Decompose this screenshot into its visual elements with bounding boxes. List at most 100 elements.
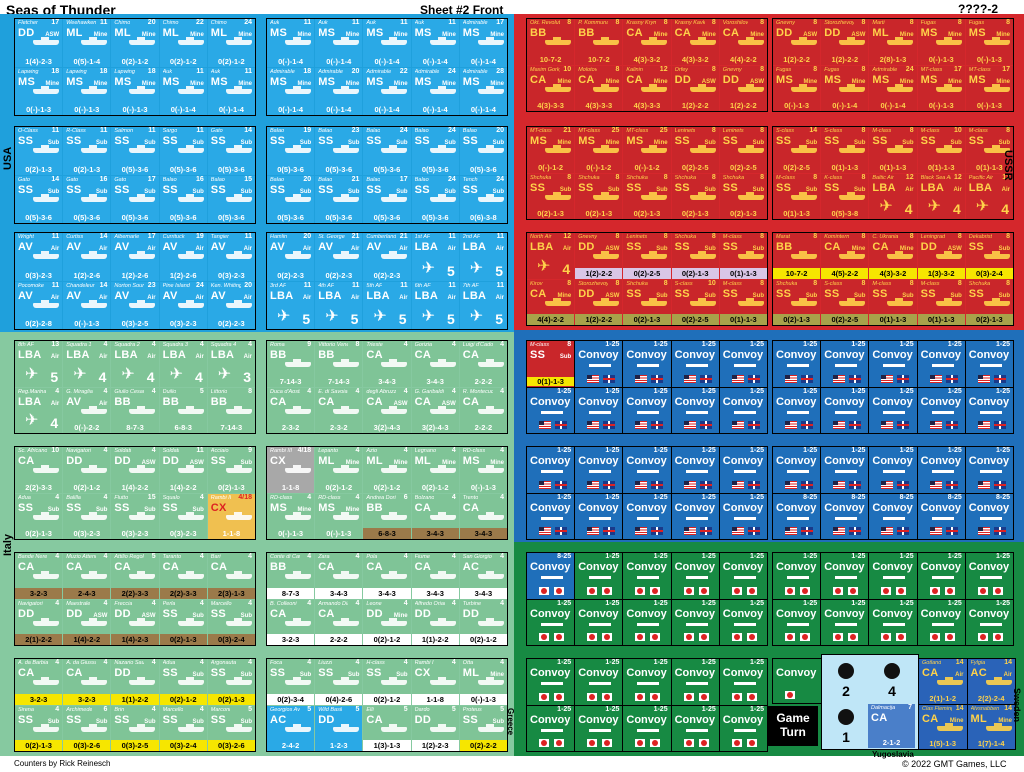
ship-counter[interactable]: H-class 4 SS Sub 0(2)-1-2: [363, 659, 411, 705]
convoy-counter[interactable]: Convoy: [773, 659, 821, 703]
convoy-counter[interactable]: 1-25 Convoy: [671, 659, 719, 705]
ship-counter[interactable]: G. Garibaldi 4 CA ASW 3(2)-4-3: [411, 387, 459, 433]
ship-counter[interactable]: Admirable 28 MS Mine 0(-)-1-4: [459, 67, 507, 115]
ship-counter[interactable]: MT-class 17 MS Mine 0(-)-1-3: [917, 65, 965, 111]
ship-counter[interactable]: S-class 8 SS Sub 0(2)-2-5: [821, 279, 869, 325]
convoy-counter[interactable]: 1-25 Convoy: [719, 387, 767, 433]
ship-counter[interactable]: Balao 23 SS Sub 0(5)-3-6: [315, 127, 363, 175]
convoy-counter[interactable]: 1-25 Convoy: [575, 553, 623, 599]
ship-counter[interactable]: Auk 11 MS Mine 0(-)-1-4: [159, 67, 207, 115]
ship-counter[interactable]: Tangier 11 AV Air 0(3)-2-3: [207, 233, 255, 281]
convoy-counter[interactable]: 1-25 Convoy: [719, 447, 767, 493]
convoy-counter[interactable]: 1-25 Convoy: [965, 447, 1013, 493]
ship-counter[interactable]: Duilio 5 BB 6-8-3: [159, 387, 207, 433]
convoy-counter[interactable]: 1-25 Convoy: [773, 553, 821, 599]
yugoslavia-counter[interactable]: Dalmacija 7 CA 2-1-2: [868, 704, 915, 748]
ship-counter[interactable]: Shchuka 8 SS Sub 0(2)-1-3: [623, 279, 671, 325]
ship-counter[interactable]: Bolzano 4 CA 3-4-3: [411, 493, 459, 539]
ship-counter[interactable]: Adua 4 SS Sub 0(2)-1-2: [159, 659, 207, 705]
ship-counter[interactable]: Krasny Kavkaz8CAMine4(3)-3-2: [671, 19, 719, 65]
ship-counter[interactable]: Auk 11 MS Mine 0(-)-1-4: [207, 67, 255, 115]
ship-counter[interactable]: Shchuka 8 SS Sub 0(2)-1-3: [623, 173, 671, 219]
ship-counter[interactable]: Salmon 11 SS Sub 0(5)-3-6: [111, 127, 159, 175]
ship-counter[interactable]: Reg.Marina 4 LBA Air ✈ 4: [15, 387, 63, 433]
ship-counter[interactable]: S-class 10 SS Sub 0(2)-2-5: [671, 279, 719, 325]
ship-counter[interactable]: Pacific Air 12 LBA Air ✈ 4: [965, 173, 1013, 219]
ship-counter[interactable]: Squadra 4 4 LBA Air ✈ 3: [207, 341, 255, 387]
ship-counter[interactable]: Duca d'Aosta 4 CA 2-3-2: [267, 387, 315, 433]
convoy-counter[interactable]: 1-25 Convoy: [527, 493, 575, 539]
ship-counter[interactable]: Shchuka 8 SS Sub 0(2)-1-3: [527, 173, 575, 219]
convoy-counter[interactable]: 1-25 Convoy: [575, 705, 623, 751]
ship-counter[interactable]: Shchuka 8 SS Sub 0(2)-1-3: [671, 233, 719, 279]
ship-counter[interactable]: 3rd AF 11 LBA Air ✈ 5: [267, 281, 315, 329]
ship-counter[interactable]: Black Sea Air 12 LBA Air ✈ 4: [917, 173, 965, 219]
ship-counter[interactable]: Squalo 4 SS Sub 0(3)-2-3: [159, 493, 207, 539]
ship-counter[interactable]: Currituck 19 AV Air 1(2)-2-6: [159, 233, 207, 281]
ship-counter[interactable]: Chimo 22 ML Mine 0(2)-1-2: [159, 19, 207, 67]
ship-counter[interactable]: Lapwing 18 MS Mine 0(-)-1-3: [63, 67, 111, 115]
ship-counter[interactable]: Fugas 8 MS Mine 0(-)-1-3: [773, 65, 821, 111]
convoy-counter[interactable]: 1-25 Convoy: [623, 341, 671, 387]
ship-counter[interactable]: Navigatori 4 DD 2(1)-2-2: [15, 599, 63, 645]
ship-counter[interactable]: Shchuka 8 SS Sub 0(2)-1-3: [575, 173, 623, 219]
convoy-counter[interactable]: 1-25 Convoy: [575, 599, 623, 645]
convoy-counter[interactable]: 1-25 Convoy: [719, 341, 767, 387]
convoy-counter[interactable]: 1-25 Convoy: [869, 599, 917, 645]
ship-counter[interactable]: Muzio Attendolo4CA2-4-3: [63, 553, 111, 599]
ship-counter[interactable]: MT-class 21 MS Mine 0(-)-1-2: [527, 127, 575, 173]
convoy-counter[interactable]: 1-25 Convoy: [917, 387, 965, 433]
ship-counter[interactable]: M-class 8 SS Sub 0(1)-1-3: [965, 127, 1013, 173]
ship-counter[interactable]: Taranto 4 CA 2(2)-3-3: [159, 553, 207, 599]
ship-counter[interactable]: Chandeleur 14 AV Air 0(-)-1-3: [63, 281, 111, 329]
turn-marker[interactable]: 1: [824, 703, 868, 747]
convoy-counter[interactable]: 8-25 Convoy: [869, 493, 917, 539]
ship-counter[interactable]: Admirable 18 MS Mine 0(-)-1-4: [267, 67, 315, 115]
ship-counter[interactable]: Marconi 5 SS Sub 0(3)-2-6: [207, 705, 255, 751]
ship-counter[interactable]: Vittorio Veneto8BB7-14-3: [315, 341, 363, 387]
convoy-counter[interactable]: 1-25 Convoy: [623, 553, 671, 599]
convoy-counter[interactable]: 1-25 Convoy: [671, 599, 719, 645]
ship-counter[interactable]: C. Ukrania 8 CA Mine 4(3)-3-2: [869, 233, 917, 279]
ship-counter[interactable]: Otta 4 ML Mine 0(-)-1-3: [459, 659, 507, 705]
ship-counter[interactable]: M-class 8 SS Sub 0(1)-1-3: [869, 127, 917, 173]
ship-counter[interactable]: Admirable 24 MS Mine 0(-)-1-4: [869, 65, 917, 111]
convoy-counter[interactable]: 1-25 Convoy: [869, 447, 917, 493]
convoy-counter[interactable]: 1-25 Convoy: [623, 447, 671, 493]
ship-counter[interactable]: Dekabrist 8 SS Sub 0(3)-2-4: [965, 233, 1013, 279]
convoy-counter[interactable]: 1-25 Convoy: [719, 659, 767, 705]
ship-counter[interactable]: Nazario Sauro4DD1(1)-2-2: [111, 659, 159, 705]
ship-counter[interactable]: Fylgia 14 AC Air 2(2)-2-4: [967, 659, 1015, 704]
ship-counter[interactable]: Trieste 4 CA 3-4-3: [363, 341, 411, 387]
convoy-counter[interactable]: 1-25 Convoy: [719, 705, 767, 751]
ship-counter[interactable]: B. Colleoni 4 CA 3-2-3: [267, 599, 315, 645]
ship-counter[interactable]: Lepanto 4 ML Mine 0(2)-1-2: [315, 447, 363, 493]
ship-counter[interactable]: 2nd AF 11 LBA Air ✈ 5: [459, 233, 507, 281]
ship-counter[interactable]: Auk 11 MS Mine 0(-)-1-4: [411, 19, 459, 67]
ship-counter[interactable]: S-class 8 SS Sub 0(1)-1-3: [821, 127, 869, 173]
ship-counter[interactable]: M-class 10 SS Sub 0(1)-1-3: [917, 127, 965, 173]
ship-counter[interactable]: Älvsnabben 14 ML Mine 1(7)-1-4: [967, 704, 1015, 749]
ship-counter[interactable]: M-class 8 SS Sub 0(1)-1-3: [917, 279, 965, 325]
ship-counter[interactable]: Gato 16 SS Sub 0(5)-3-6: [63, 175, 111, 223]
ship-counter[interactable]: Proteus 5 SS Sub 0(2)-2-2: [459, 705, 507, 751]
ship-counter[interactable]: Balao 21 SS Sub 0(5)-3-6: [315, 175, 363, 223]
convoy-counter[interactable]: 1-25 Convoy: [623, 493, 671, 539]
ship-counter[interactable]: Sirena 4 SS Sub 0(2)-1-3: [15, 705, 63, 751]
ship-counter[interactable]: Azio 4 ML Mine 0(2)-1-2: [363, 447, 411, 493]
ship-counter[interactable]: Auk 11 MS Mine 0(-)-1-4: [315, 19, 363, 67]
ship-counter[interactable]: Brin 4 SS Sub 0(3)-2-5: [111, 705, 159, 751]
ship-counter[interactable]: Admirable 17 MS Mine 0(-)-1-4: [459, 19, 507, 67]
ship-counter[interactable]: San Giorgio 4 AC 3-4-3: [459, 553, 507, 599]
ship-counter[interactable]: Okt. Revolutsiya8BB10-7-2: [527, 19, 575, 65]
ship-counter[interactable]: 4th AF 11 LBA Air ✈ 5: [315, 281, 363, 329]
ship-counter[interactable]: Leningrad 8 DD ASW 1(3)-3-2: [917, 233, 965, 279]
ship-counter[interactable]: Krasny Krym 8 CA Mine 4(3)-3-2: [623, 19, 671, 65]
ship-counter[interactable]: Andrea Doria 6 BB 6-8-3: [363, 493, 411, 539]
ship-counter[interactable]: Storozhevoy 8 DD ASW 1(2)-2-2: [575, 279, 623, 325]
convoy-counter[interactable]: 1-25 Convoy: [821, 553, 869, 599]
ship-counter[interactable]: Squadra 2 4 LBA Air ✈ 4: [111, 341, 159, 387]
ship-counter[interactable]: Balao 20 SS Sub 0(5)-3-6: [459, 127, 507, 175]
ship-counter[interactable]: Georgios Averof5AC2-4-2: [267, 705, 315, 751]
convoy-counter[interactable]: 1-25 Convoy: [965, 553, 1013, 599]
